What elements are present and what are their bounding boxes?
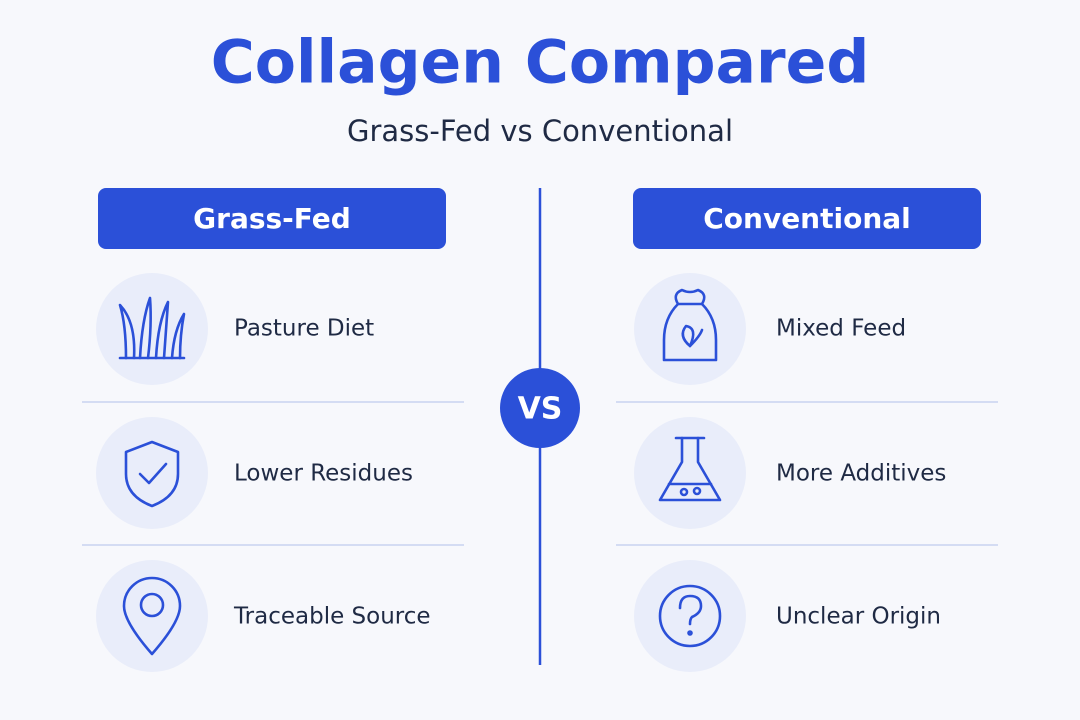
icon-bubble (96, 273, 208, 385)
shield-icon (124, 440, 180, 508)
flask-icon (658, 436, 722, 502)
vs-label: VS (518, 392, 563, 427)
grass-icon (118, 296, 186, 360)
item-text: More Additives (776, 461, 946, 487)
question-icon (658, 584, 722, 648)
item-text: Mixed Feed (776, 316, 906, 342)
vs-badge (500, 368, 580, 448)
heading: Conventional (703, 202, 911, 235)
item-text: Unclear Origin (776, 604, 941, 630)
icon-bubble (634, 560, 746, 672)
heading-pill (633, 188, 981, 249)
item-text: Pasture Diet (234, 316, 374, 342)
icon-bubble (634, 417, 746, 529)
heading-pill (98, 188, 446, 249)
subtitle: Grass-Fed vs Conventional (347, 114, 733, 148)
feed-bag-icon (662, 288, 718, 362)
item-text: Lower Residues (234, 461, 413, 487)
pin-icon (122, 576, 182, 656)
icon-bubble (96, 417, 208, 529)
item-text: Traceable Source (233, 604, 431, 630)
heading: Grass-Fed (193, 202, 351, 235)
title: Collagen Compared (211, 28, 870, 98)
